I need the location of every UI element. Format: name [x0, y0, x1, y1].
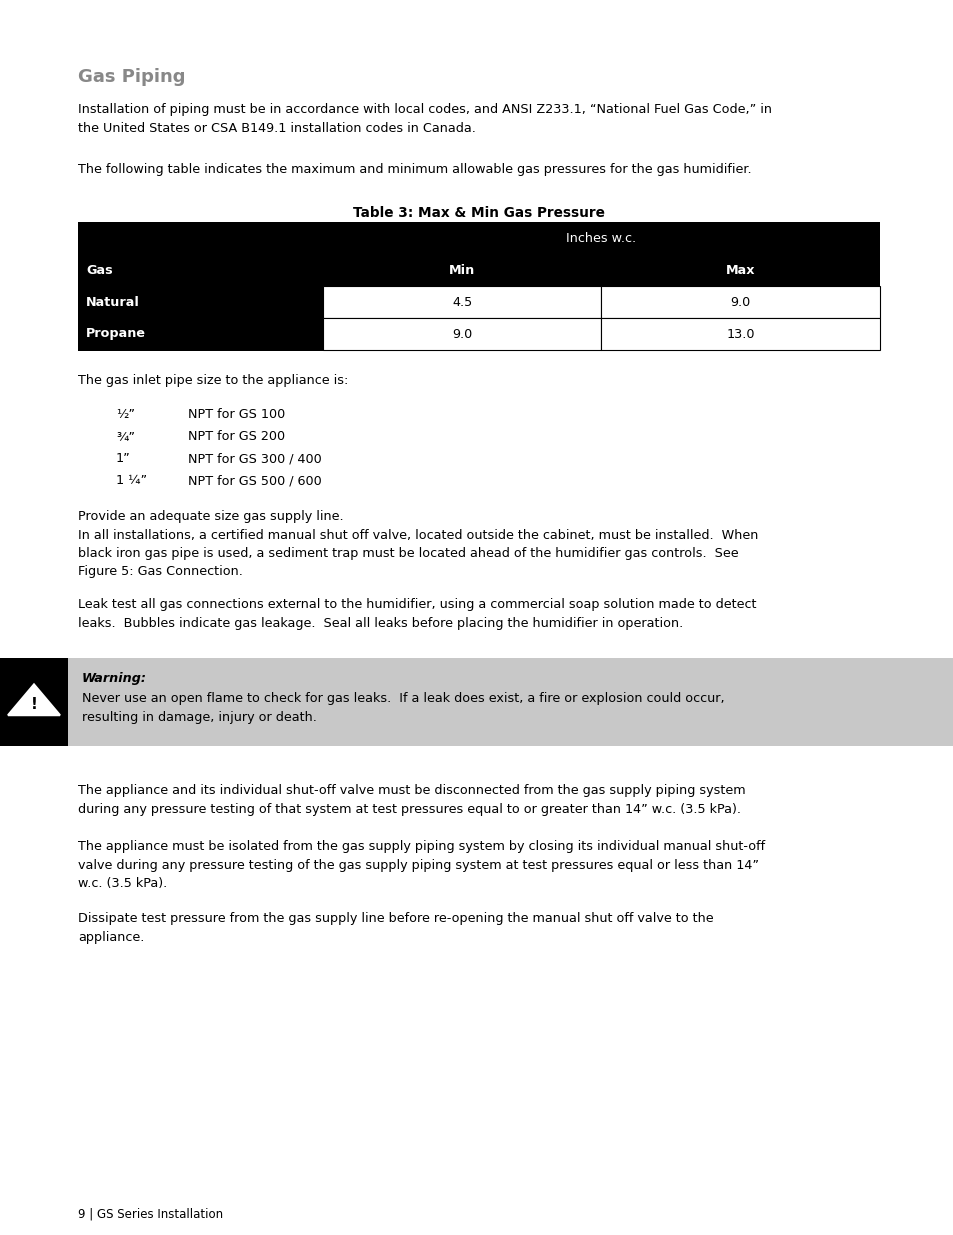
- Text: The gas inlet pipe size to the appliance is:: The gas inlet pipe size to the appliance…: [78, 374, 348, 387]
- Bar: [0, 658, 953, 746]
- Text: Never use an open flame to check for gas leaks.  If a leak does exist, a fire or: Never use an open flame to check for gas…: [82, 692, 724, 724]
- Text: Gas: Gas: [86, 263, 112, 277]
- Bar: [601, 287, 879, 317]
- Bar: [601, 317, 879, 350]
- Text: Provide an adequate size gas supply line.
In all installations, a certified manu: Provide an adequate size gas supply line…: [78, 510, 758, 578]
- Bar: [323, 317, 601, 350]
- Text: Inches w.c.: Inches w.c.: [566, 231, 636, 245]
- Text: NPT for GS 200: NPT for GS 200: [188, 430, 285, 443]
- Text: 1 ¼”: 1 ¼”: [116, 474, 147, 487]
- Text: !: !: [30, 697, 37, 711]
- Text: 1”: 1”: [116, 452, 131, 466]
- Text: NPT for GS 100: NPT for GS 100: [188, 408, 285, 421]
- Text: 9 | GS Series Installation: 9 | GS Series Installation: [78, 1208, 223, 1221]
- Text: 13.0: 13.0: [726, 327, 754, 341]
- Bar: [0, 658, 68, 746]
- Text: Propane: Propane: [86, 327, 146, 341]
- Text: Max: Max: [725, 263, 755, 277]
- Text: The appliance must be isolated from the gas supply piping system by closing its : The appliance must be isolated from the …: [78, 840, 764, 890]
- Text: Table 3: Max & Min Gas Pressure: Table 3: Max & Min Gas Pressure: [353, 206, 604, 220]
- Text: The following table indicates the maximum and minimum allowable gas pressures fo: The following table indicates the maximu…: [78, 163, 751, 177]
- Bar: [323, 254, 601, 287]
- Text: ½”: ½”: [116, 408, 135, 421]
- Bar: [78, 287, 323, 317]
- Bar: [323, 222, 879, 254]
- Bar: [601, 254, 879, 287]
- Text: Installation of piping must be in accordance with local codes, and ANSI Z233.1, : Installation of piping must be in accord…: [78, 103, 771, 135]
- Text: 9.0: 9.0: [730, 295, 750, 309]
- Text: Warning:: Warning:: [82, 672, 147, 685]
- Text: 9.0: 9.0: [452, 327, 472, 341]
- Text: NPT for GS 300 / 400: NPT for GS 300 / 400: [188, 452, 321, 466]
- Text: NPT for GS 500 / 600: NPT for GS 500 / 600: [188, 474, 321, 487]
- Text: ¾”: ¾”: [116, 430, 135, 443]
- Text: 4.5: 4.5: [452, 295, 472, 309]
- Bar: [78, 254, 323, 287]
- Text: Leak test all gas connections external to the humidifier, using a commercial soa: Leak test all gas connections external t…: [78, 598, 756, 630]
- Bar: [323, 287, 601, 317]
- Text: The appliance and its individual shut-off valve must be disconnected from the ga: The appliance and its individual shut-of…: [78, 784, 745, 815]
- Bar: [78, 222, 323, 254]
- Polygon shape: [8, 684, 60, 715]
- Text: Dissipate test pressure from the gas supply line before re-opening the manual sh: Dissipate test pressure from the gas sup…: [78, 911, 713, 944]
- Text: Gas Piping: Gas Piping: [78, 68, 185, 86]
- Text: Natural: Natural: [86, 295, 140, 309]
- Bar: [78, 317, 323, 350]
- Text: Min: Min: [449, 263, 475, 277]
